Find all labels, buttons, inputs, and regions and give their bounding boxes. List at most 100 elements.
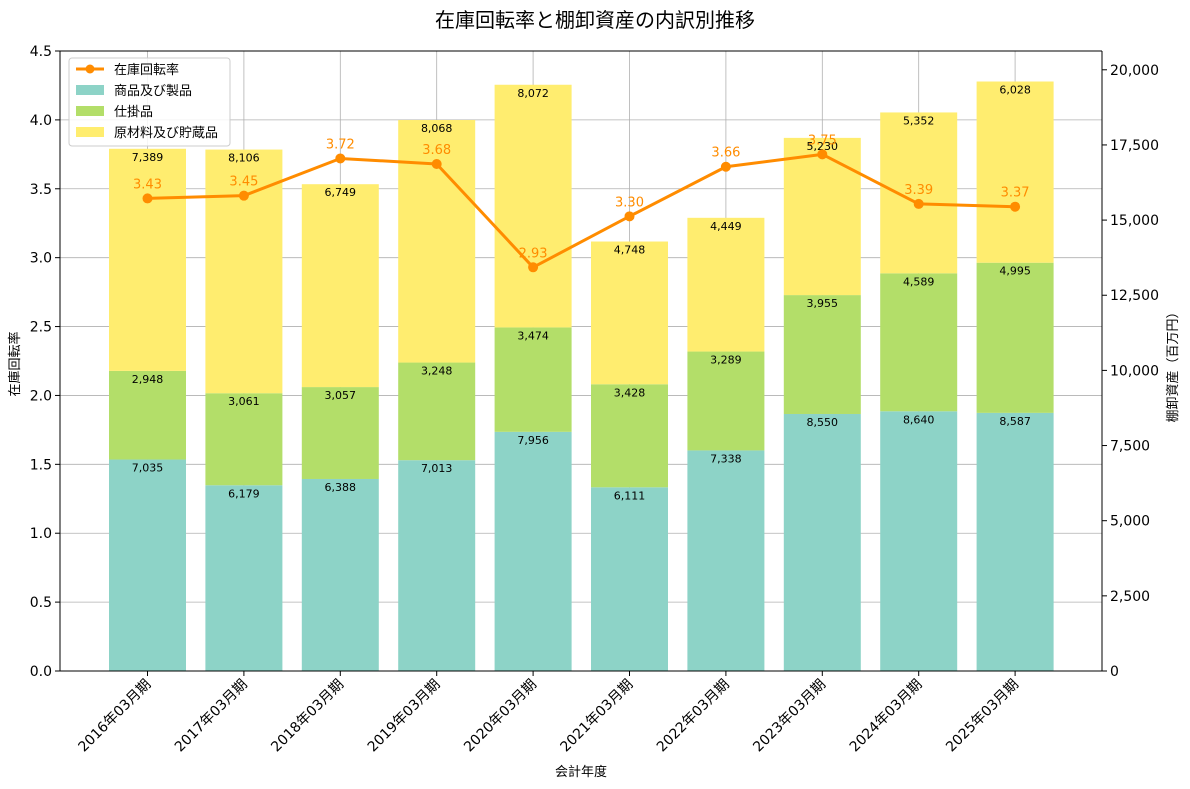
right-tick-label: 12,500 — [1110, 288, 1159, 304]
right-tick-label: 0 — [1110, 664, 1119, 680]
turnover-point — [528, 262, 539, 273]
x-tick-label: 2023年03月期 — [750, 677, 829, 756]
y-axis-label-right: 棚卸資産（百万円） — [1165, 305, 1181, 422]
bar-value-label: 6,179 — [228, 487, 260, 500]
x-tick-label: 2016年03月期 — [76, 677, 155, 756]
bar-segment — [494, 327, 572, 432]
turnover-value-label: 3.68 — [422, 143, 451, 158]
legend-color-swatch — [76, 127, 104, 137]
bar-value-label: 7,389 — [132, 151, 164, 164]
bar-value-label: 8,550 — [807, 416, 839, 429]
bar-value-label: 8,068 — [421, 122, 453, 135]
turnover-point — [720, 161, 731, 172]
bar-value-label: 3,955 — [807, 297, 839, 310]
left-tick-label: 3.0 — [30, 251, 52, 267]
turnover-point — [913, 198, 924, 209]
legend-entry-label: 仕掛品 — [114, 105, 153, 120]
bar-segment — [205, 393, 283, 486]
turnover-point — [238, 190, 249, 201]
bar-segment — [301, 478, 379, 671]
left-tick-label: 2.5 — [30, 320, 52, 336]
left-tick-label: 1.5 — [30, 457, 52, 473]
bar-segment — [494, 431, 572, 671]
bar-segment — [591, 487, 668, 671]
y-axis-label-left: 在庫回転率 — [7, 331, 23, 396]
right-tick-label: 15,000 — [1110, 213, 1159, 229]
bar-value-label: 4,589 — [903, 275, 935, 288]
bar-segment — [591, 384, 668, 488]
right-tick-label: 5,000 — [1110, 514, 1150, 530]
bar-value-label: 3,428 — [614, 386, 646, 399]
bar-value-label: 6,028 — [999, 84, 1031, 97]
bar-value-label: 4,995 — [999, 265, 1031, 278]
bar-segment — [783, 295, 861, 414]
bar-segment — [687, 450, 765, 671]
bar-value-label: 7,338 — [710, 452, 742, 465]
left-tick-label: 3.5 — [30, 182, 52, 198]
turnover-value-label: 3.66 — [711, 146, 740, 161]
x-tick-label: 2024年03月期 — [847, 677, 926, 756]
bar-labels: 7,035 2,948 7,389 6,179 3,061 8,106 6,388 3,057… — [132, 84, 1031, 503]
bar-value-label: 8,072 — [517, 87, 549, 100]
left-tick-label: 4.0 — [30, 113, 52, 129]
turnover-point — [431, 158, 442, 169]
right-tick-label: 17,500 — [1110, 138, 1159, 154]
bar-segment — [591, 241, 668, 385]
left-tick-label: 0.5 — [30, 595, 52, 611]
bars — [109, 81, 1054, 671]
x-tick-label: 2021年03月期 — [558, 677, 637, 756]
x-tick-label: 2018年03月期 — [268, 677, 347, 756]
bar-value-label: 7,013 — [421, 462, 453, 475]
bar-segment — [687, 217, 765, 352]
left-tick-label: 0.0 — [30, 664, 52, 680]
bar-value-label: 8,587 — [999, 415, 1031, 428]
bar-segment — [109, 370, 186, 460]
bar-segment — [205, 149, 283, 394]
bar-segment — [976, 412, 1054, 671]
turnover-value-label: 3.43 — [133, 177, 162, 192]
line-series: 3.43 3.45 3.72 3.68 2.93 3.30 3.66 3.75 3.39 3.37 — [133, 133, 1030, 273]
bar-value-label: 8,640 — [903, 413, 935, 426]
bar-segment — [398, 460, 476, 671]
bar-value-label: 2,948 — [132, 373, 164, 386]
x-tick-label: 2025年03月期 — [943, 677, 1022, 756]
right-tick-label: 2,500 — [1110, 589, 1150, 605]
bar-value-label: 5,352 — [903, 114, 935, 127]
turnover-value-label: 3.37 — [1001, 186, 1030, 201]
bar-segment — [109, 459, 186, 671]
x-tick-label: 2022年03月期 — [654, 677, 733, 756]
turnover-value-label: 3.75 — [808, 133, 837, 148]
legend-box — [68, 57, 231, 147]
legend-color-swatch — [76, 85, 104, 95]
bar-segment — [687, 351, 765, 451]
left-tick-label: 4.5 — [30, 44, 52, 60]
bar-value-label: 5,230 — [807, 140, 839, 153]
bar-segment — [205, 485, 283, 671]
left-tick-label: 1.0 — [30, 526, 52, 542]
legend-color-swatch — [76, 106, 104, 116]
x-axis-label: 会計年度 — [555, 764, 607, 780]
bar-value-label: 6,388 — [325, 481, 357, 494]
bar-segment — [109, 148, 186, 371]
turnover-value-label: 3.39 — [904, 183, 933, 198]
bar-value-label: 4,449 — [710, 220, 742, 233]
turnover-value-label: 3.45 — [229, 175, 258, 190]
bar-segment — [783, 413, 861, 671]
bar-segment — [976, 262, 1054, 413]
turnover-value-label: 3.72 — [326, 137, 355, 152]
bar-segment — [880, 411, 958, 671]
bar-value-label: 3,248 — [421, 365, 453, 378]
right-tick-label: 10,000 — [1110, 363, 1159, 379]
legend-marker-swatch — [85, 64, 95, 74]
turnover-value-label: 2.93 — [519, 246, 548, 261]
bar-value-label: 7,956 — [517, 434, 549, 447]
bar-value-label: 3,289 — [710, 354, 742, 367]
bar-segment — [880, 112, 958, 274]
bar-value-label: 3,057 — [325, 389, 357, 402]
legend-entry-label: 原材料及び貯蔵品 — [114, 126, 218, 141]
turnover-value-label: 3.30 — [615, 195, 644, 210]
bar-value-label: 6,749 — [325, 186, 357, 199]
bar-segment — [783, 137, 861, 296]
right-tick-label: 20,000 — [1110, 63, 1159, 79]
